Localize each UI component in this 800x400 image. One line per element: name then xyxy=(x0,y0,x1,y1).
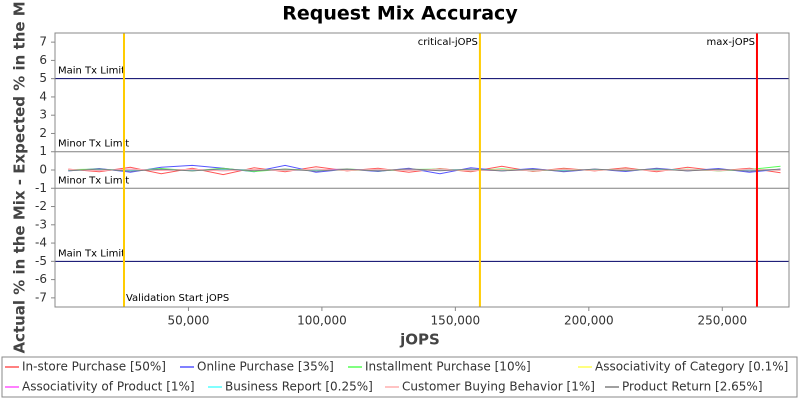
legend-label: Business Report [0.25%] xyxy=(225,380,373,394)
marker-label: critical-jOPS xyxy=(418,37,478,48)
y-tick-label: 3 xyxy=(39,108,47,122)
y-tick-label: -2 xyxy=(35,199,47,213)
marker-label: Validation Start jOPS xyxy=(126,293,229,304)
y-tick-label: -3 xyxy=(35,217,47,231)
series-line xyxy=(68,164,781,175)
y-tick-label: 4 xyxy=(39,89,47,103)
x-tick-label: 250,000 xyxy=(697,314,747,328)
plot-border xyxy=(54,32,790,308)
limit-label: Main Tx Limit xyxy=(58,248,125,259)
legend-label: Customer Buying Behavior [1%] xyxy=(402,380,595,394)
x-tick-label: 200,000 xyxy=(564,314,614,328)
y-tick-label: 5 xyxy=(39,71,47,85)
y-tick-label: 1 xyxy=(39,144,47,158)
y-tick-label: -7 xyxy=(35,290,47,304)
limit-label: Minor Tx Limit xyxy=(58,175,129,186)
y-tick-label: -1 xyxy=(35,181,47,195)
legend-label: Online Purchase [35%] xyxy=(197,360,334,374)
x-tick-label: 150,000 xyxy=(431,314,481,328)
legend-label: Associativity of Product [1%] xyxy=(22,380,195,394)
y-tick-label: 2 xyxy=(39,126,47,140)
y-tick-label: -5 xyxy=(35,254,47,268)
chart-title: Request Mix Accuracy xyxy=(282,3,518,25)
marker-label: max-jOPS xyxy=(707,37,755,48)
y-tick-label: -6 xyxy=(35,272,47,286)
x-tick-label: 50,000 xyxy=(167,314,209,328)
x-axis-label: jOPS xyxy=(399,331,440,349)
legend-box xyxy=(1,356,798,398)
limit-label: Minor Tx Limit xyxy=(58,139,129,150)
legend-label: In-store Purchase [50%] xyxy=(22,360,166,374)
legend-label: Product Return [2.65%] xyxy=(622,380,763,394)
y-axis-label: Actual % in the Mix - Expected % in the … xyxy=(11,0,29,354)
y-tick-label: -4 xyxy=(35,236,47,250)
y-tick-label: 7 xyxy=(39,35,47,49)
limit-label: Main Tx Limit xyxy=(58,66,125,77)
legend-label: Associativity of Category [0.1%] xyxy=(595,360,788,374)
y-tick-label: 6 xyxy=(39,53,47,67)
series-line xyxy=(68,168,781,172)
legend-label: Installment Purchase [10%] xyxy=(365,360,531,374)
y-tick-label: 0 xyxy=(39,163,47,177)
x-tick-label: 100,000 xyxy=(297,314,347,328)
